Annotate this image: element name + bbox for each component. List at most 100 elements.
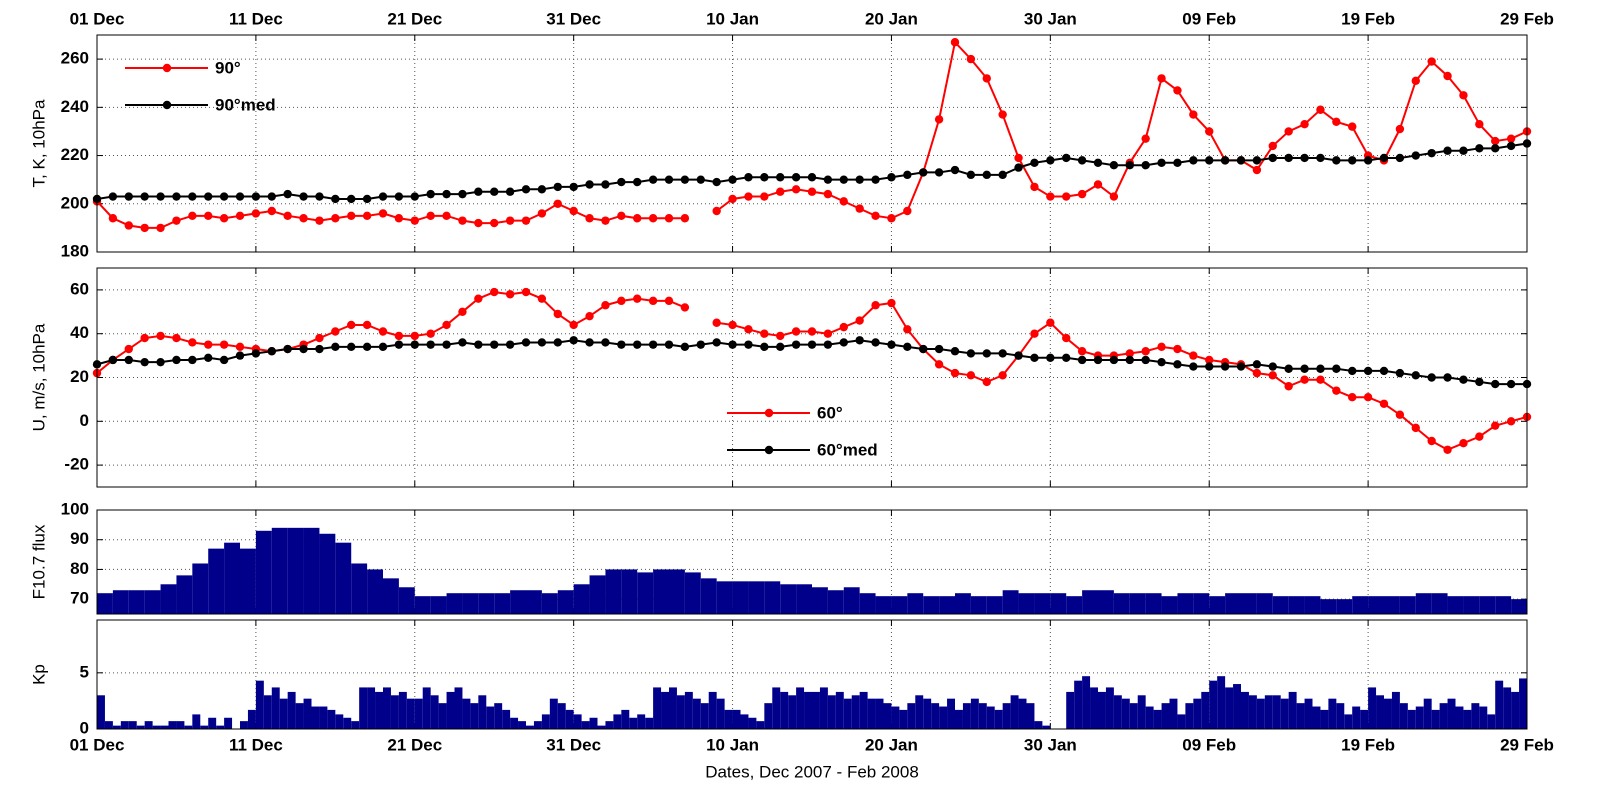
- data-point: [617, 340, 626, 349]
- bar: [1010, 695, 1019, 729]
- bar: [780, 691, 789, 729]
- bar: [319, 533, 336, 614]
- data-point: [855, 316, 864, 325]
- bar: [1018, 593, 1035, 614]
- data-point: [442, 340, 451, 349]
- y-tick-label: 70: [70, 589, 89, 608]
- bar: [1312, 706, 1321, 729]
- bar: [112, 590, 129, 614]
- data-point: [537, 209, 547, 218]
- data-point: [140, 357, 149, 367]
- data-point: [1491, 144, 1500, 153]
- data-point: [1284, 382, 1293, 391]
- data-point: [839, 197, 848, 206]
- data-point: [871, 175, 880, 184]
- bar: [462, 593, 479, 614]
- bar: [700, 703, 709, 729]
- data-point: [124, 192, 133, 201]
- y-axis-label: U, m/s, 10hPa: [29, 323, 48, 431]
- data-point: [744, 340, 753, 349]
- data-point: [315, 344, 324, 354]
- y-axis-label: F10.7 flux: [29, 524, 48, 599]
- bar: [112, 725, 121, 729]
- bar: [1471, 703, 1480, 729]
- x-tick-label: 29 Feb: [1500, 735, 1554, 754]
- data-point: [903, 170, 912, 180]
- bar: [1098, 590, 1114, 614]
- data-point: [966, 371, 976, 380]
- y-tick-label: 220: [61, 145, 89, 164]
- bar: [875, 698, 884, 729]
- data-point: [521, 338, 531, 347]
- bar: [1479, 706, 1488, 729]
- data-point: [1173, 158, 1182, 167]
- data-point: [728, 340, 737, 349]
- data-point: [728, 175, 737, 184]
- data-point: [172, 216, 181, 225]
- bar: [899, 709, 908, 729]
- data-point: [1205, 355, 1214, 365]
- bar: [216, 725, 225, 729]
- bar: [271, 527, 288, 614]
- bar: [398, 587, 415, 614]
- bar: [875, 596, 892, 614]
- data-point: [1205, 362, 1214, 371]
- bar: [637, 714, 646, 729]
- data-point: [283, 211, 292, 221]
- bar: [1463, 709, 1472, 729]
- bar: [224, 717, 233, 729]
- bar: [136, 725, 145, 729]
- data-point: [1077, 156, 1087, 165]
- data-point: [219, 192, 229, 201]
- data-point: [760, 329, 769, 338]
- data-point: [998, 371, 1007, 380]
- bar: [637, 572, 654, 614]
- series-line: [96, 200, 685, 229]
- data-point: [1046, 318, 1055, 327]
- bar: [605, 721, 614, 729]
- bar: [1098, 691, 1106, 729]
- data-point: [1475, 377, 1484, 387]
- data-point: [950, 38, 960, 47]
- data-point: [1284, 127, 1293, 136]
- bar: [1145, 706, 1154, 729]
- bar: [1391, 691, 1400, 729]
- data-point: [140, 333, 149, 343]
- bar: [780, 584, 797, 614]
- bar: [1280, 698, 1289, 729]
- bar: [406, 698, 415, 729]
- bar: [978, 703, 987, 729]
- data-point: [283, 344, 292, 354]
- legend-label: 60°med: [817, 440, 878, 459]
- data-point: [585, 214, 594, 223]
- data-point: [950, 165, 960, 175]
- axes-frame: [96, 619, 1528, 730]
- legend-label: 90°: [215, 58, 241, 77]
- data-point: [823, 189, 833, 199]
- bar: [1050, 593, 1067, 614]
- bar: [923, 596, 940, 614]
- bar: [462, 698, 471, 729]
- data-point: [1395, 124, 1405, 134]
- data-point: [903, 206, 912, 216]
- bar: [1376, 695, 1384, 729]
- bar: [891, 706, 900, 729]
- bar: [1423, 698, 1432, 729]
- bar: [1161, 596, 1178, 614]
- bar: [1066, 691, 1075, 729]
- data-point: [998, 170, 1007, 180]
- data-point: [1014, 153, 1023, 163]
- bar: [1105, 687, 1114, 729]
- data-point: [744, 173, 753, 182]
- data-point: [1332, 117, 1341, 127]
- data-point: [887, 340, 896, 349]
- data-point: [1125, 355, 1134, 365]
- bar: [120, 721, 129, 729]
- data-point: [871, 301, 880, 310]
- bar: [295, 703, 304, 729]
- bar: [478, 593, 495, 614]
- data-point: [1062, 153, 1071, 163]
- bar: [446, 691, 455, 729]
- data-point: [585, 311, 594, 321]
- bar: [748, 717, 757, 729]
